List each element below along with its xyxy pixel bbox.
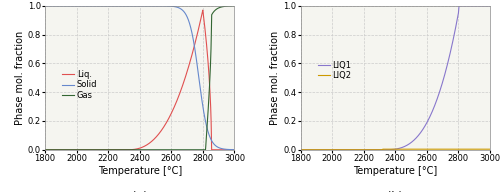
Gas bbox=[42, 149, 48, 151]
Text: (a): (a) bbox=[132, 190, 148, 192]
Solid bbox=[64, 5, 70, 7]
Y-axis label: Phase mol. fraction: Phase mol. fraction bbox=[270, 31, 280, 125]
Legend: LIQ1, LIQ2: LIQ1, LIQ2 bbox=[314, 57, 355, 84]
Liq. bbox=[228, 149, 234, 151]
Gas bbox=[64, 149, 70, 151]
Solid bbox=[228, 148, 234, 151]
Liq. bbox=[114, 149, 120, 151]
Solid bbox=[114, 5, 120, 7]
Line: Liq.: Liq. bbox=[45, 10, 234, 150]
Gas bbox=[123, 149, 129, 151]
Liq. bbox=[75, 149, 81, 151]
Gas bbox=[232, 5, 237, 7]
LIQ2 bbox=[487, 148, 493, 150]
Solid bbox=[75, 5, 81, 7]
Gas bbox=[114, 149, 120, 151]
LIQ1 bbox=[487, 5, 493, 7]
LIQ1 bbox=[463, 5, 469, 7]
LIQ1 bbox=[319, 149, 325, 151]
Gas bbox=[208, 68, 214, 70]
Line: LIQ2: LIQ2 bbox=[300, 149, 490, 150]
LIQ2 bbox=[463, 148, 469, 150]
LIQ2 bbox=[298, 149, 304, 151]
Gas bbox=[75, 149, 81, 151]
Liq. bbox=[232, 149, 237, 151]
Solid bbox=[207, 137, 213, 139]
Solid bbox=[123, 5, 129, 7]
Liq. bbox=[64, 149, 70, 151]
Liq. bbox=[42, 149, 48, 151]
LIQ2 bbox=[484, 148, 490, 150]
LIQ1 bbox=[370, 149, 376, 151]
Gas bbox=[124, 149, 130, 151]
Liq. bbox=[208, 97, 214, 99]
LIQ1 bbox=[456, 5, 462, 7]
LIQ2 bbox=[380, 148, 386, 150]
LIQ1 bbox=[330, 149, 336, 151]
LIQ2 bbox=[319, 149, 325, 151]
Solid bbox=[42, 5, 48, 7]
Gas bbox=[228, 5, 234, 7]
LIQ2 bbox=[370, 149, 376, 151]
LIQ2 bbox=[378, 149, 384, 151]
Solid bbox=[232, 149, 237, 151]
Line: Solid: Solid bbox=[45, 6, 234, 150]
Line: LIQ1: LIQ1 bbox=[300, 6, 490, 150]
Line: Gas: Gas bbox=[45, 6, 234, 150]
LIQ2 bbox=[330, 149, 336, 151]
LIQ1 bbox=[484, 5, 490, 7]
Y-axis label: Phase mol. fraction: Phase mol. fraction bbox=[15, 31, 25, 125]
LIQ1 bbox=[378, 149, 384, 151]
Liq. bbox=[123, 149, 129, 151]
Text: (b): (b) bbox=[388, 190, 403, 192]
X-axis label: Temperature [°C]: Temperature [°C] bbox=[98, 166, 182, 176]
Liq. bbox=[200, 9, 206, 11]
Legend: Liq., Solid, Gas: Liq., Solid, Gas bbox=[58, 66, 101, 103]
LIQ1 bbox=[298, 149, 304, 151]
X-axis label: Temperature [°C]: Temperature [°C] bbox=[353, 166, 438, 176]
